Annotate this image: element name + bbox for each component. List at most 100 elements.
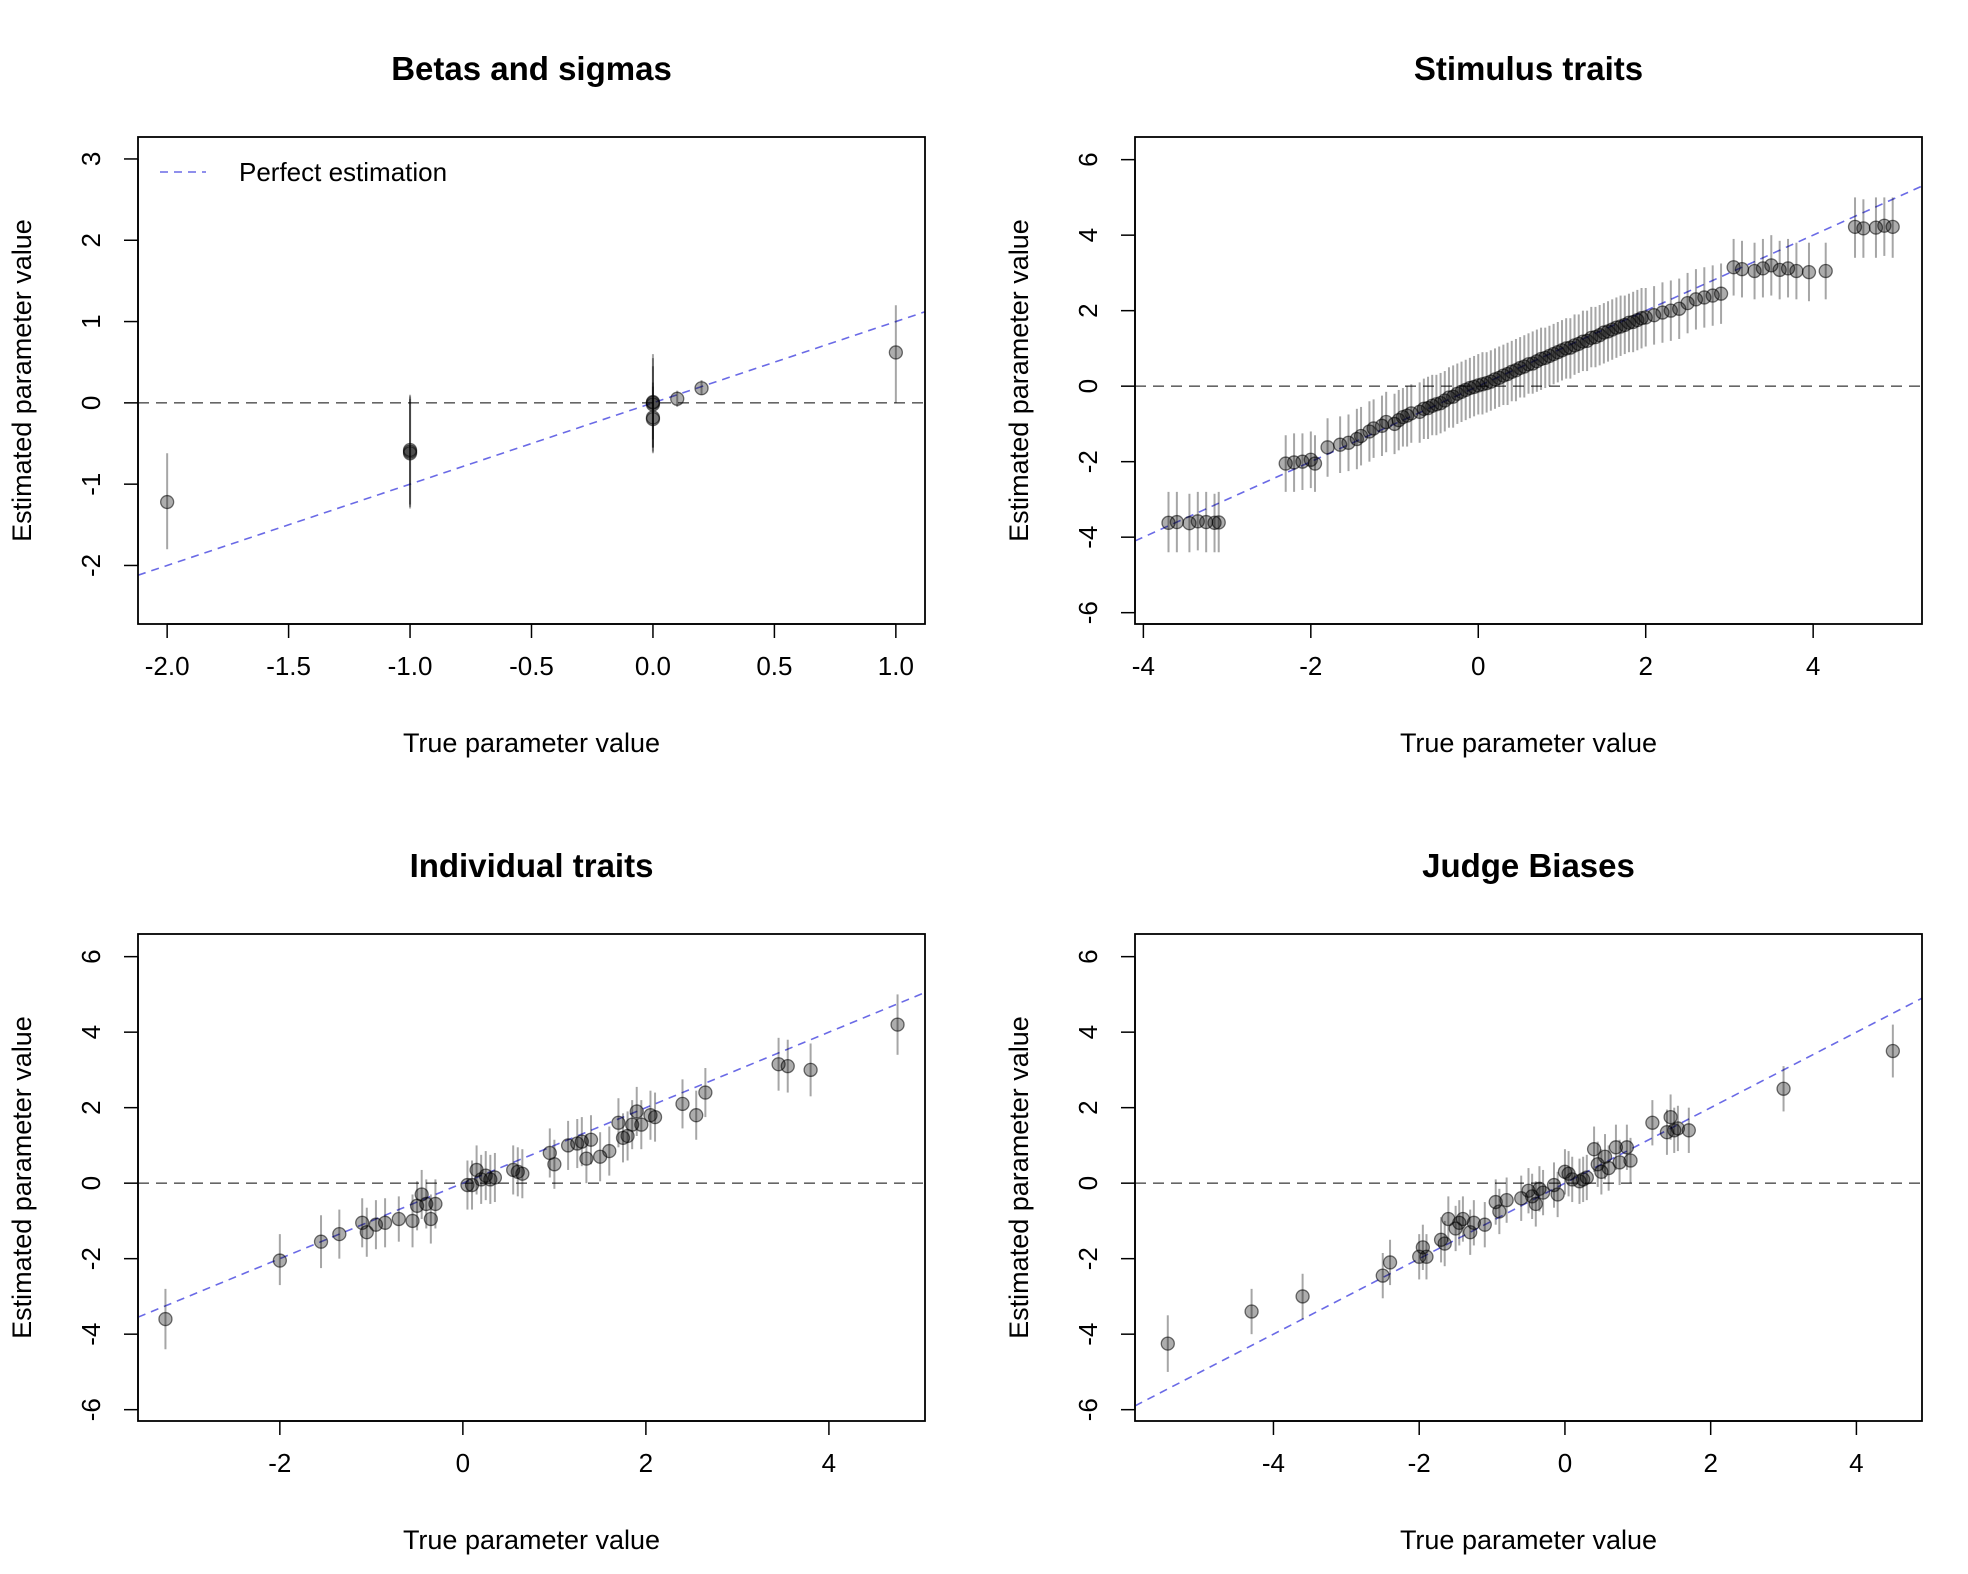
x-tick-label: 0.0 (635, 651, 671, 681)
data-point (1169, 514, 1185, 530)
y-axis-label: Estimated parameter value (1004, 219, 1034, 542)
x-axis-label: True parameter value (403, 1525, 660, 1555)
data-point (1612, 1155, 1627, 1170)
data-point (1455, 1211, 1471, 1227)
legend: Perfect estimation (160, 157, 447, 187)
y-tick-label: 0 (76, 396, 106, 410)
panel-judge-biases: Judge Biases True parameter value Estimate… (1004, 847, 1923, 1555)
data-point (1885, 219, 1900, 234)
plot-frame (137, 136, 926, 625)
x-tick-label: -2.0 (145, 651, 190, 681)
data-point (1307, 456, 1323, 471)
data-point (803, 1062, 818, 1078)
data-point (1801, 265, 1817, 280)
data-point (1211, 515, 1226, 530)
data-point (670, 391, 685, 406)
y-tick-label: 3 (76, 152, 106, 166)
data-point (1697, 290, 1712, 305)
data-point (1780, 261, 1796, 276)
data-point (1856, 221, 1871, 236)
data-point (1705, 288, 1720, 303)
data-point (579, 1151, 594, 1166)
x-tick-label: 0 (1471, 651, 1485, 681)
y-tick-label: 2 (1073, 303, 1103, 317)
data-point (1713, 286, 1729, 301)
data-point (1353, 428, 1369, 444)
y-tick-label: 2 (76, 233, 106, 247)
x-tick-label: -2 (268, 1448, 291, 1478)
data-point (1663, 303, 1678, 318)
data-point (629, 1104, 644, 1119)
data-point (159, 494, 175, 510)
data-point (1550, 1187, 1565, 1202)
x-tick-label: 4 (1849, 1448, 1863, 1478)
identity-reference-line (138, 991, 925, 1318)
y-tick-label: 4 (1073, 228, 1103, 242)
data-point (1680, 295, 1695, 311)
identity-reference-line (138, 311, 925, 576)
data-point (1579, 1170, 1594, 1185)
plot-area (1135, 997, 1922, 1407)
y-tick-label: 4 (1073, 1025, 1103, 1039)
data-point (645, 394, 661, 410)
y-tick-label: -2 (1073, 1247, 1103, 1270)
y-tick-label: 6 (1073, 949, 1103, 963)
data-point (1244, 1304, 1259, 1319)
y-tick-label: -6 (76, 1398, 106, 1421)
data-point (547, 1157, 562, 1172)
data-point (634, 1117, 649, 1132)
x-tick-label: 2 (639, 1448, 653, 1478)
chart-title: Betas and sigmas (391, 50, 672, 87)
data-point (1320, 440, 1335, 455)
data-point (698, 1085, 713, 1100)
data-point (645, 410, 661, 425)
data-point (423, 1211, 438, 1227)
y-tick-label: 2 (1073, 1100, 1103, 1114)
y-tick-label: -4 (1073, 526, 1103, 549)
data-point (1375, 1268, 1390, 1283)
y-axis-label: Estimated parameter value (7, 1016, 37, 1339)
panel-betas-and-sigmas: Betas and sigmas True parameter value Esti… (7, 50, 926, 758)
data-point (1638, 310, 1653, 325)
data-point (487, 1170, 503, 1185)
x-tick-label: 2 (1638, 651, 1652, 681)
data-point (1437, 1236, 1452, 1251)
data-point (890, 1017, 905, 1032)
data-point (1535, 1185, 1551, 1200)
x-tick-label: -1.0 (388, 651, 433, 681)
panel-stimulus-traits: Stimulus traits True parameter value Estim… (1004, 50, 1923, 758)
data-point (515, 1166, 530, 1181)
y-tick-label: 0 (1073, 379, 1103, 393)
data-point (602, 1143, 617, 1159)
x-axis-label: True parameter value (1400, 728, 1657, 758)
data-point (1295, 1289, 1310, 1304)
data-point (1160, 1336, 1175, 1351)
data-point (1466, 1215, 1481, 1230)
data-point (1601, 1160, 1616, 1176)
x-tick-label: -2 (1299, 651, 1322, 681)
data-point (1789, 263, 1804, 279)
y-tick-label: 1 (76, 314, 106, 328)
x-tick-label: 0.5 (756, 651, 792, 681)
data-point (1734, 261, 1750, 277)
data-point (1885, 1043, 1901, 1059)
y-tick-label: 2 (76, 1100, 106, 1114)
data-point (1818, 263, 1833, 279)
y-tick-label: -4 (76, 1323, 106, 1346)
data-point (1477, 1217, 1492, 1232)
x-tick-label: -4 (1262, 1448, 1285, 1478)
y-tick-label: -6 (1073, 1398, 1103, 1421)
x-tick-label: 4 (822, 1448, 836, 1478)
data-point (1645, 1115, 1660, 1130)
y-tick-label: 0 (1073, 1176, 1103, 1190)
x-tick-label: -4 (1132, 651, 1155, 681)
data-point (1681, 1123, 1696, 1138)
data-point (1182, 516, 1197, 531)
panel-individual-traits: Individual traits True parameter value Est… (7, 847, 926, 1555)
data-point (272, 1253, 287, 1268)
y-tick-label: -1 (76, 473, 106, 496)
data-point (1608, 1140, 1624, 1155)
plot-area (138, 991, 925, 1350)
chart-title: Stimulus traits (1414, 50, 1643, 87)
